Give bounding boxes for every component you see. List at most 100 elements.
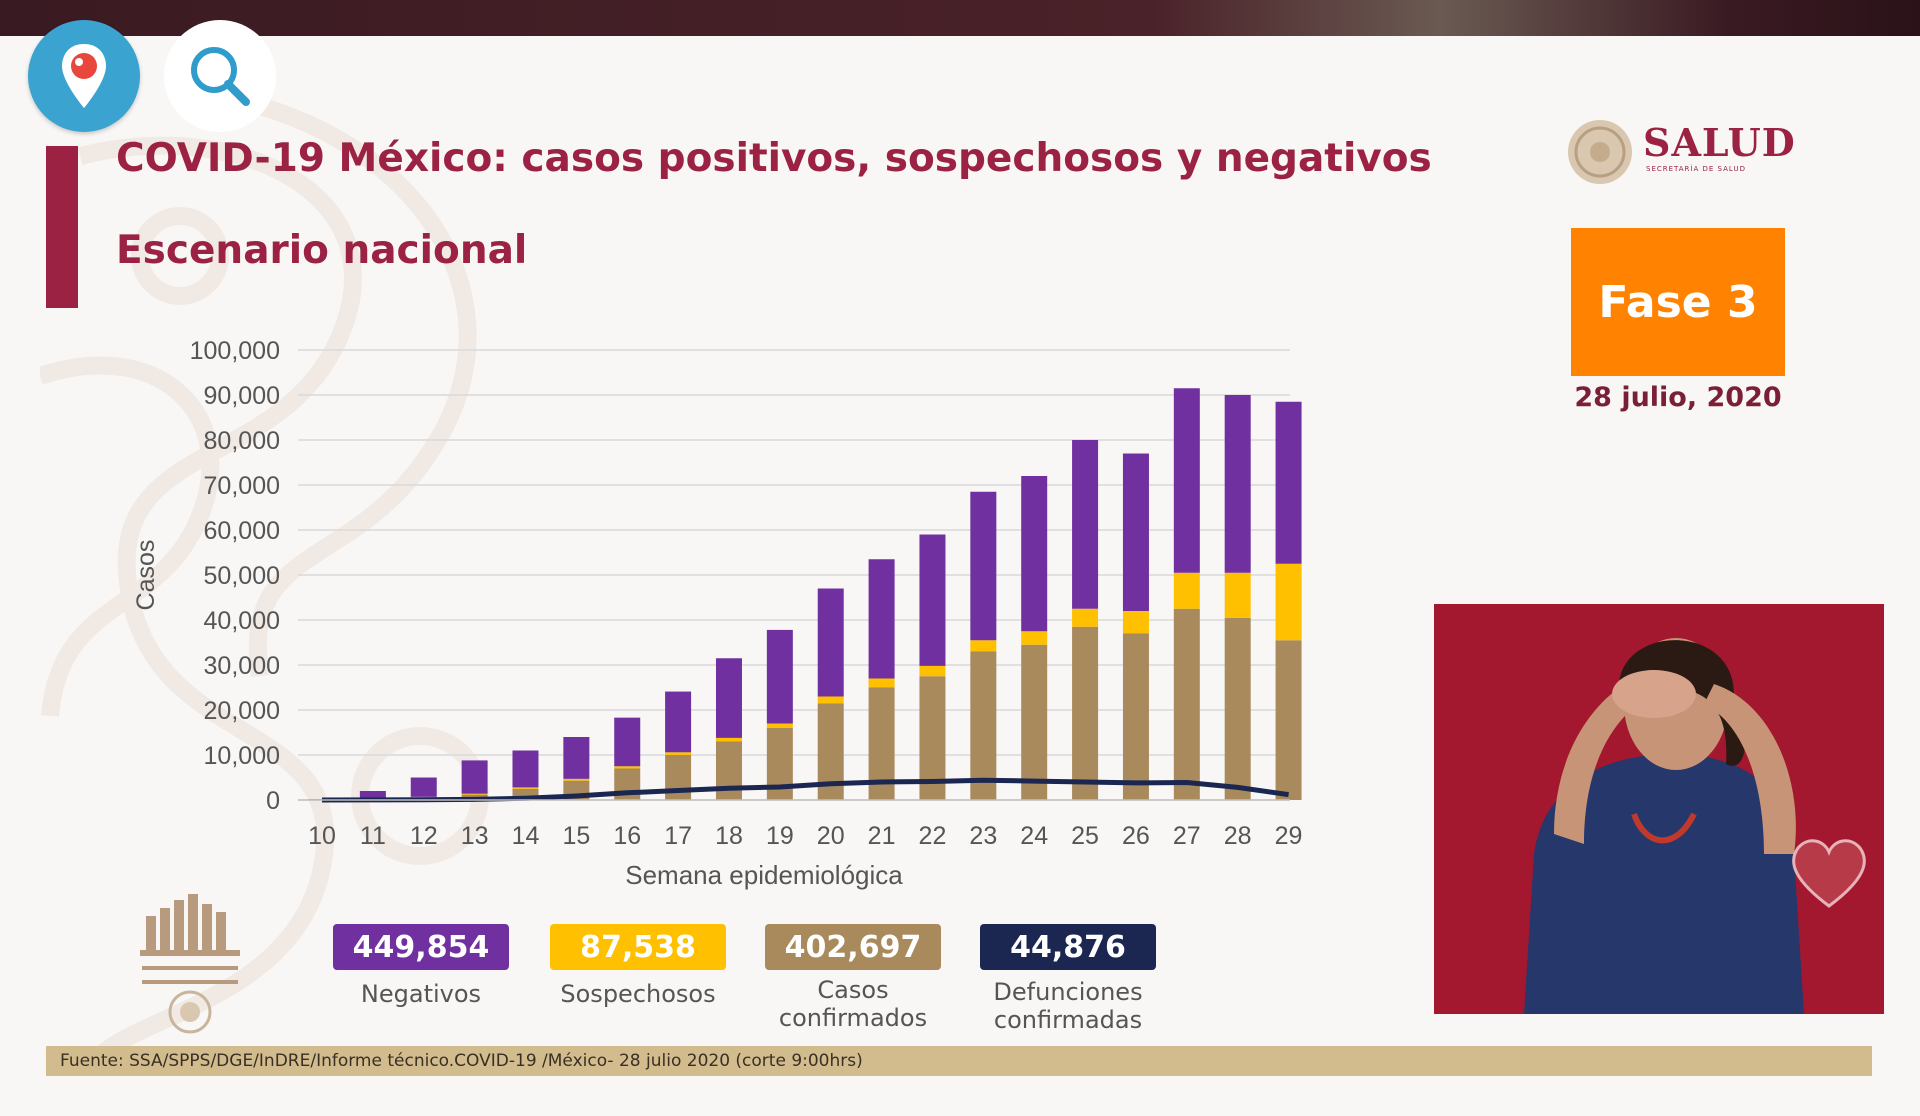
line-defunciones: [321, 777, 1289, 803]
sign-language-interpreter-video: [1434, 604, 1884, 1014]
bar-negativos: [359, 791, 386, 799]
heart-icon[interactable]: [1784, 832, 1874, 912]
bar-sospechosos: [563, 778, 590, 781]
bar-negativos: [1173, 388, 1200, 573]
stat-negativos-value: 449,854: [333, 924, 509, 970]
x-tick-label: 13: [461, 822, 489, 850]
report-date: 28 julio, 2020: [1574, 382, 1782, 413]
x-tick-label: 28: [1224, 822, 1252, 850]
stat-defunciones-value: 44,876: [980, 924, 1156, 970]
salud-logo-subtext: SECRETARÍA DE SALUD: [1646, 165, 1746, 173]
bar-negativos: [563, 737, 590, 779]
bar-casos-confirmados: [970, 651, 997, 800]
y-axis-label: Casos: [132, 540, 160, 611]
bar-sospechosos: [919, 665, 946, 677]
bar-negativos: [970, 491, 997, 641]
bar-casos-confirmados: [1021, 644, 1048, 800]
x-tick-label: 29: [1275, 822, 1303, 850]
x-tick-label: 15: [562, 822, 590, 850]
bar-negativos: [817, 588, 844, 697]
search-icon: [191, 47, 250, 106]
periscope-button[interactable]: [28, 20, 140, 132]
page-title: COVID-19 México: casos positivos, sospec…: [116, 136, 1432, 181]
stat-confirmados-label: Casos: [817, 976, 889, 1004]
stat-confirmados-label-line2: confirmados: [778, 1004, 928, 1032]
title-accent-bar: [46, 146, 78, 308]
bar-negativos: [614, 717, 641, 767]
x-tick-label: 20: [817, 822, 845, 850]
x-tick-label: 19: [766, 822, 794, 850]
x-tick-label: 27: [1173, 822, 1201, 850]
stat-confirmados-value: 402,697: [765, 924, 941, 970]
bar-casos-confirmados: [715, 741, 742, 800]
bar-negativos: [1224, 395, 1251, 573]
periscope-pin-icon: [62, 44, 106, 108]
bar-sospechosos: [970, 640, 997, 652]
y-tick-label: 100,000: [190, 337, 280, 365]
x-tick-label: 16: [613, 822, 641, 850]
x-tick-label: 23: [969, 822, 997, 850]
stat-negativos-label: Negativos: [360, 980, 482, 1008]
y-tick-label: 0: [266, 787, 280, 815]
bar-negativos: [868, 559, 895, 679]
bar-sospechosos: [817, 696, 844, 704]
browser-top-bar: [0, 0, 1920, 36]
phase-badge: Fase 3: [1571, 228, 1785, 376]
bar-casos-confirmados: [1173, 608, 1200, 800]
y-tick-label: 10,000: [204, 742, 280, 770]
bar-negativos: [715, 658, 742, 738]
bar-negativos: [1275, 401, 1302, 564]
bar-sospechosos: [1072, 608, 1099, 627]
bar-casos-confirmados: [512, 788, 539, 800]
bar-negativos: [461, 760, 488, 794]
x-axis-label: Semana epidemiológica: [625, 860, 903, 890]
bar-negativos: [1122, 453, 1149, 611]
y-tick-label: 90,000: [204, 382, 280, 410]
stat-defunciones-label: Defunciones: [993, 978, 1143, 1006]
bar-sospechosos: [614, 766, 641, 769]
bar-casos-confirmados: [1275, 640, 1302, 800]
x-tick-label: 22: [919, 822, 947, 850]
x-tick-label: 18: [715, 822, 743, 850]
y-tick-label: 30,000: [204, 652, 280, 680]
bar-negativos: [766, 629, 793, 724]
search-button[interactable]: [164, 20, 276, 132]
bar-sospechosos: [1224, 572, 1251, 618]
bar-negativos: [512, 750, 539, 788]
bar-sospechosos: [512, 787, 539, 789]
x-tick-label: 26: [1122, 822, 1150, 850]
interpreter-figure-icon: [1434, 604, 1884, 1014]
government-logo-icon: [140, 894, 240, 1034]
y-tick-label: 50,000: [204, 562, 280, 590]
bar-negativos: [1021, 476, 1048, 632]
bar-sospechosos: [1275, 563, 1302, 641]
salud-logo-text: SALUD: [1643, 120, 1796, 165]
bar-negativos: [410, 777, 437, 797]
bar-sospechosos: [665, 752, 692, 755]
page-subtitle: Escenario nacional: [116, 228, 528, 273]
bar-sospechosos: [868, 678, 895, 688]
stat-sospechosos-label: Sospechosos: [560, 980, 716, 1008]
bar-casos-confirmados: [1122, 633, 1149, 800]
bar-casos-confirmados: [1224, 617, 1251, 800]
bar-sospechosos: [1021, 631, 1048, 645]
stat-sospechosos-value: 87,538: [550, 924, 726, 970]
bar-negativos: [919, 534, 946, 666]
bar-sospechosos: [766, 723, 793, 728]
x-tick-label: 17: [664, 822, 692, 850]
bar-sospechosos: [461, 793, 488, 795]
x-tick-label: 21: [868, 822, 896, 850]
bar-sospechosos: [1173, 572, 1200, 609]
x-tick-label: 11: [360, 822, 386, 850]
source-footer: Fuente: SSA/SPPS/DGE/InDRE/Informe técni…: [46, 1046, 1872, 1076]
bar-negativos: [665, 691, 692, 753]
y-tick-label: 80,000: [204, 427, 280, 455]
x-tick-label: 12: [410, 822, 438, 850]
bar-casos-confirmados: [1072, 626, 1099, 800]
y-tick-label: 40,000: [204, 607, 280, 635]
y-tick-label: 20,000: [204, 697, 280, 725]
x-tick-label: 14: [512, 822, 540, 850]
salud-seal-icon: [1568, 120, 1632, 184]
x-tick-label: 10: [308, 822, 336, 850]
y-tick-label: 70,000: [204, 472, 280, 500]
